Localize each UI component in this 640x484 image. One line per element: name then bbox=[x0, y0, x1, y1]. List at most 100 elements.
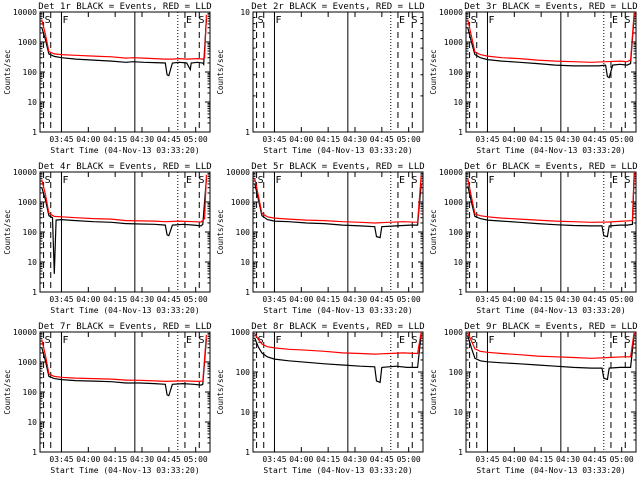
x-axis-label: Start Time (04-Nov-13 03:33:20) bbox=[50, 306, 199, 315]
y-tick-label: 100 bbox=[23, 228, 38, 237]
event-marker-label: E bbox=[186, 15, 192, 26]
y-tick-label: 10000 bbox=[439, 168, 463, 177]
y-tick-label: 1000 bbox=[18, 358, 37, 367]
y-tick-label: 1 bbox=[458, 448, 463, 457]
event-marker-label: S bbox=[198, 335, 204, 346]
x-tick-label: 04:00 bbox=[76, 455, 100, 464]
y-axis-label: Counts/sec bbox=[3, 369, 12, 414]
y-tick-label: 10000 bbox=[13, 328, 37, 337]
y-axis-label: Counts/sec bbox=[429, 49, 438, 94]
x-tick-label: 04:45 bbox=[370, 455, 394, 464]
detector-panel-7: Det 7r BLACK = Events, RED = LLD Counts/s… bbox=[3, 322, 212, 475]
x-tick-label: 05:00 bbox=[397, 455, 421, 464]
chart-title: Det 5r BLACK = Events, RED = LLD bbox=[251, 162, 424, 172]
event-marker-label: S bbox=[198, 15, 204, 26]
chart-title: Det 4r BLACK = Events, RED = LLD bbox=[38, 162, 211, 172]
x-tick-label: 05:00 bbox=[184, 455, 208, 464]
y-tick-label: 10 bbox=[240, 8, 250, 17]
event-marker-label: E bbox=[612, 175, 618, 186]
x-tick-label: 04:15 bbox=[316, 455, 340, 464]
y-tick-label: 1000 bbox=[18, 198, 37, 207]
x-tick-label: 03:45 bbox=[262, 295, 286, 304]
event-marker-label: F bbox=[62, 335, 68, 346]
x-tick-label: 03:45 bbox=[49, 455, 73, 464]
x-tick-label: 04:30 bbox=[130, 455, 154, 464]
x-tick-label: 03:45 bbox=[475, 455, 499, 464]
y-tick-label: 1 bbox=[458, 288, 463, 297]
x-tick-label: 04:45 bbox=[157, 295, 181, 304]
y-tick-label: 10 bbox=[453, 258, 463, 267]
detector-panel-8: Det 8r BLACK = Events, RED = LLD Counts/s… bbox=[216, 322, 425, 475]
event-marker-label: F bbox=[275, 15, 281, 26]
detector-panel-1: Det 1r BLACK = Events, RED = LLD Counts/s… bbox=[3, 2, 212, 155]
event-marker-label: F bbox=[62, 175, 68, 186]
x-tick-label: 04:45 bbox=[157, 135, 181, 144]
y-tick-label: 100 bbox=[236, 368, 251, 377]
x-tick-label: 05:00 bbox=[610, 455, 634, 464]
chart-title: Det 6r BLACK = Events, RED = LLD bbox=[464, 162, 637, 172]
event-marker-label: S bbox=[471, 175, 477, 186]
event-marker-label: S bbox=[471, 15, 477, 26]
event-marker-label: E bbox=[399, 175, 405, 186]
y-tick-label: 1000 bbox=[444, 198, 463, 207]
events-series-line bbox=[254, 333, 422, 384]
x-tick-label: 04:45 bbox=[583, 295, 607, 304]
event-marker-label: E bbox=[399, 335, 405, 346]
event-marker-label: S bbox=[411, 335, 417, 346]
events-series-line bbox=[41, 18, 207, 77]
y-tick-label: 10 bbox=[240, 408, 250, 417]
y-tick-label: 10000 bbox=[439, 8, 463, 17]
x-tick-label: 04:30 bbox=[130, 135, 154, 144]
y-tick-label: 1 bbox=[32, 288, 37, 297]
plot-frame bbox=[252, 11, 424, 133]
x-tick-label: 05:00 bbox=[184, 135, 208, 144]
x-tick-label: 05:00 bbox=[610, 295, 634, 304]
event-marker-label: E bbox=[399, 15, 405, 26]
y-tick-label: 1 bbox=[32, 448, 37, 457]
event-marker-label: S bbox=[45, 15, 51, 26]
event-marker-label: F bbox=[62, 15, 68, 26]
lld-series-line bbox=[467, 171, 635, 223]
y-tick-label: 100 bbox=[449, 68, 464, 77]
y-tick-label: 10000 bbox=[13, 8, 37, 17]
y-tick-label: 10000 bbox=[226, 168, 250, 177]
y-tick-label: 10 bbox=[453, 98, 463, 107]
x-tick-label: 04:30 bbox=[343, 135, 367, 144]
x-tick-label: 04:30 bbox=[556, 455, 580, 464]
y-tick-label: 100 bbox=[23, 388, 38, 397]
x-tick-label: 04:45 bbox=[157, 455, 181, 464]
y-axis-label: Counts/sec bbox=[3, 49, 12, 94]
y-axis-label: Counts/sec bbox=[216, 209, 225, 254]
event-marker-label: S bbox=[624, 175, 630, 186]
event-marker-label: S bbox=[45, 335, 51, 346]
y-tick-label: 10 bbox=[27, 258, 37, 267]
x-tick-label: 03:45 bbox=[475, 295, 499, 304]
y-tick-label: 100 bbox=[449, 228, 464, 237]
x-tick-label: 04:00 bbox=[76, 295, 100, 304]
x-tick-label: 04:30 bbox=[343, 455, 367, 464]
event-marker-label: E bbox=[612, 335, 618, 346]
x-tick-label: 04:30 bbox=[556, 295, 580, 304]
x-tick-label: 03:45 bbox=[262, 135, 286, 144]
x-tick-label: 04:00 bbox=[289, 295, 313, 304]
x-tick-label: 03:45 bbox=[475, 135, 499, 144]
lld-series-line bbox=[467, 331, 635, 359]
x-tick-label: 04:45 bbox=[583, 135, 607, 144]
detector-panel-4: Det 4r BLACK = Events, RED = LLD Counts/s… bbox=[3, 162, 212, 315]
event-marker-label: S bbox=[411, 15, 417, 26]
x-axis-label: Start Time (04-Nov-13 03:33:20) bbox=[263, 146, 412, 155]
lld-series-line bbox=[41, 174, 207, 223]
events-series-line bbox=[467, 333, 635, 381]
lld-series-line bbox=[41, 334, 207, 383]
event-marker-label: F bbox=[488, 335, 494, 346]
x-tick-label: 04:45 bbox=[370, 295, 394, 304]
x-axis-label: Start Time (04-Nov-13 03:33:20) bbox=[50, 466, 199, 475]
x-tick-label: 05:00 bbox=[610, 135, 634, 144]
y-tick-label: 1 bbox=[245, 448, 250, 457]
event-marker-label: S bbox=[471, 335, 477, 346]
lld-series-line bbox=[254, 331, 422, 355]
x-tick-label: 04:30 bbox=[343, 295, 367, 304]
x-tick-label: 04:00 bbox=[502, 455, 526, 464]
x-tick-label: 04:15 bbox=[529, 295, 553, 304]
